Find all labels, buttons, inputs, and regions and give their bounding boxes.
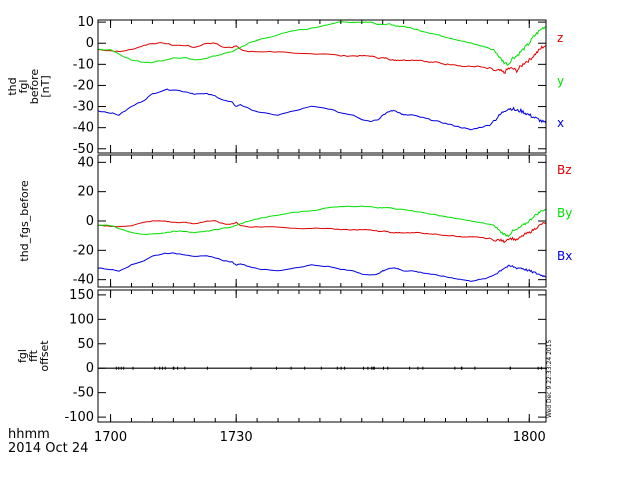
y-tick-label: -50 (73, 142, 94, 157)
panel-2: 40 20 0 -20 -40 thd_fgs_before Bz By Bx (18, 154, 572, 288)
timestamp: Wed Dec 9 22:33:24 2015 (546, 339, 553, 418)
series-z (97, 42, 547, 74)
y-axis-label: thd (6, 77, 19, 95)
series-x (97, 88, 547, 131)
legend-Bx: Bx (557, 249, 572, 263)
y-axis-label: before (28, 69, 41, 105)
y-tick-label: 0 (86, 36, 94, 51)
y-tick-label: 0 (86, 361, 94, 376)
legend-z: z (557, 31, 563, 45)
legend-x: x (557, 116, 564, 130)
y-tick-label: 150 (69, 288, 94, 303)
y-tick-label: 10 (77, 15, 94, 30)
y-tick-label: -100 (64, 410, 94, 425)
panel-frame (97, 19, 547, 154)
x-tick-label: 1700 (94, 430, 127, 445)
y-tick-label: -40 (73, 273, 94, 288)
y-tick-label: -20 (73, 243, 94, 258)
legend-By: By (557, 206, 572, 220)
series-y (97, 21, 547, 67)
y-tick-label: 40 (77, 155, 94, 170)
x-tick-label: 1800 (513, 430, 546, 445)
panel-frame (97, 289, 547, 423)
series-Bz (98, 220, 547, 244)
legend-y: y (557, 74, 564, 88)
time-label: hhmm (8, 427, 50, 442)
date-label: 2014 Oct 24 (8, 441, 88, 456)
y-tick-label: 0 (86, 214, 94, 229)
y-axis-label: fft (27, 349, 40, 362)
y-axis-label: fgl (16, 349, 29, 363)
legend-Bz: Bz (557, 163, 572, 177)
y-tick-label: 50 (77, 337, 94, 352)
y-tick-label: -30 (73, 100, 94, 115)
y-tick-label: 20 (77, 185, 94, 200)
y-tick-label: -10 (73, 57, 94, 72)
y-tick-label: -40 (73, 121, 94, 136)
y-axis-label: thd_fgs_before (18, 180, 31, 261)
y-tick-label: 100 (69, 312, 94, 327)
series-By (98, 205, 547, 238)
y-axis-label: [nT] (39, 75, 52, 97)
series-Bx (97, 252, 546, 282)
y-tick-label: -50 (73, 386, 94, 401)
y-axis-label: fgl (17, 80, 30, 94)
x-tick-label: 1730 (220, 430, 253, 445)
y-axis-label: offset (38, 340, 51, 372)
y-tick-label: -20 (73, 78, 94, 93)
